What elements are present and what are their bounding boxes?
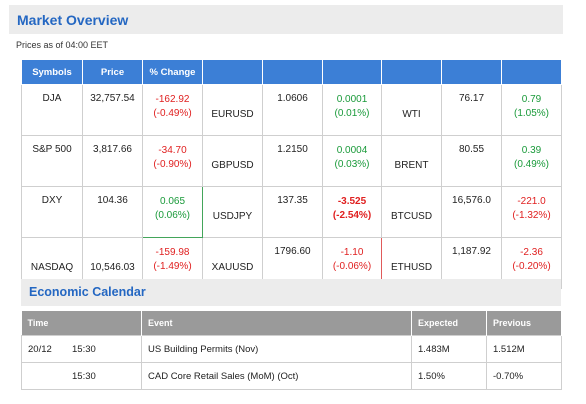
- col-header-change: % Change: [142, 59, 203, 85]
- col-header-time: Time: [21, 311, 142, 336]
- change-percent: (0.03%): [334, 159, 370, 170]
- price-cell: 76.17: [441, 84, 502, 136]
- symbol-cell[interactable]: DXY: [21, 186, 83, 238]
- change-value: -34.70: [158, 145, 187, 156]
- change-percent: (0.49%): [513, 159, 549, 170]
- symbol-cell[interactable]: DJA: [21, 84, 83, 136]
- col-header-event: Event: [141, 311, 412, 336]
- market-overview-title: Market Overview: [17, 12, 129, 28]
- price-cell: 1.0606: [262, 84, 323, 136]
- symbol-cell[interactable]: USDJPY: [202, 186, 263, 238]
- col-header-price: Price: [82, 59, 143, 85]
- change-cell: 0.0004 (0.03%): [322, 135, 382, 187]
- change-value: 0.79: [521, 94, 542, 105]
- expected-cell: 1.483M: [411, 335, 487, 363]
- change-value: -162.92: [155, 94, 190, 105]
- change-percent: (-0.49%): [153, 108, 192, 119]
- market-table-header: Symbols Price % Change: [21, 59, 562, 85]
- col-header-blank: [501, 59, 562, 85]
- change-value: 0.39: [521, 145, 542, 156]
- change-cell: 0.79 (1.05%): [501, 84, 562, 136]
- change-percent: (-0.06%): [332, 261, 372, 272]
- table-row[interactable]: 20/12 15:30 US Building Permits (Nov) 1.4…: [21, 335, 562, 363]
- change-cell: -34.70 (-0.90%): [142, 135, 203, 187]
- change-percent: (-1.32%): [512, 210, 551, 221]
- change-value: 0.0004: [336, 145, 368, 156]
- change-percent: (0.06%): [154, 210, 190, 221]
- col-header-blank: [441, 59, 502, 85]
- change-value: 0.065: [159, 196, 186, 207]
- col-header-previous: Previous: [486, 311, 562, 336]
- change-value: -159.98: [155, 247, 190, 258]
- price-cell: 137.35: [262, 186, 323, 238]
- col-header-expected: Expected: [411, 311, 487, 336]
- economic-calendar-header: Economic Calendar: [21, 279, 561, 306]
- change-percent: (1.05%): [513, 108, 549, 119]
- symbol-cell[interactable]: S&P 500: [21, 135, 83, 187]
- symbol-cell[interactable]: BRENT: [381, 135, 442, 187]
- market-table: Symbols Price % Change DJA 32,757.54 -16…: [21, 59, 562, 289]
- change-value: -2.36: [520, 247, 543, 258]
- price-cell: 16,576.0: [441, 186, 502, 238]
- expected-cell: 1.50%: [411, 362, 487, 390]
- change-cell: -221.0 (-1.32%): [501, 186, 562, 238]
- price-cell: 80.55: [441, 135, 502, 187]
- economic-calendar-title: Economic Calendar: [29, 285, 146, 299]
- previous-cell: 1.512M: [486, 335, 562, 363]
- symbol-cell[interactable]: WTI: [381, 84, 442, 136]
- col-header-blank: [381, 59, 442, 85]
- symbol-cell[interactable]: EURUSD: [202, 84, 263, 136]
- col-header-symbols: Symbols: [21, 59, 83, 85]
- change-value: 0.0001: [336, 94, 368, 105]
- table-row: DJA 32,757.54 -162.92 (-0.49%) EURUSD 1.0…: [21, 84, 562, 136]
- change-value: -1.10: [340, 247, 364, 258]
- calendar-header-row: Time Event Expected Previous: [21, 311, 562, 336]
- market-overview-header: Market Overview: [9, 5, 563, 34]
- time-cell: 20/12 15:30: [21, 335, 142, 363]
- event-cell[interactable]: CAD Core Retail Sales (MoM) (Oct): [141, 362, 412, 390]
- prices-as-of: Prices as of 04:00 EET: [16, 40, 109, 50]
- symbol-cell[interactable]: BTCUSD: [381, 186, 442, 238]
- event-time: 15:30: [72, 370, 96, 382]
- change-cell: -3.525 (-2.54%): [322, 186, 382, 238]
- change-cell: -162.92 (-0.49%): [142, 84, 203, 136]
- change-value: -3.525: [337, 196, 367, 207]
- price-cell: 3,817.66: [82, 135, 143, 187]
- event-date: 20/12: [28, 343, 52, 355]
- change-cell: 0.39 (0.49%): [501, 135, 562, 187]
- table-row: S&P 500 3,817.66 -34.70 (-0.90%) GBPUSD 1…: [21, 135, 562, 187]
- change-value: -221.0: [517, 196, 546, 207]
- table-row[interactable]: 15:30 CAD Core Retail Sales (MoM) (Oct) …: [21, 362, 562, 390]
- event-time: 15:30: [72, 343, 96, 355]
- price-cell: 104.36: [82, 186, 143, 238]
- table-row: DXY 104.36 0.065 (0.06%) USDJPY 137.35 -3…: [21, 186, 562, 238]
- change-percent: (-2.54%): [332, 210, 372, 221]
- symbol-cell[interactable]: GBPUSD: [202, 135, 263, 187]
- event-cell[interactable]: US Building Permits (Nov): [141, 335, 412, 363]
- economic-calendar-table: Time Event Expected Previous 20/12 15:30 …: [21, 311, 562, 390]
- change-percent: (-0.20%): [512, 261, 551, 272]
- col-header-blank: [202, 59, 263, 85]
- time-cell: 15:30: [21, 362, 142, 390]
- col-header-blank: [322, 59, 382, 85]
- price-cell: 32,757.54: [82, 84, 143, 136]
- change-percent: (-1.49%): [153, 261, 192, 272]
- price-cell: 1.2150: [262, 135, 323, 187]
- change-percent: (-0.90%): [153, 159, 192, 170]
- previous-cell: -0.70%: [486, 362, 562, 390]
- change-percent: (0.01%): [334, 108, 370, 119]
- col-header-blank: [262, 59, 323, 85]
- change-cell: 0.065 (0.06%): [142, 186, 203, 238]
- change-cell: 0.0001 (0.01%): [322, 84, 382, 136]
